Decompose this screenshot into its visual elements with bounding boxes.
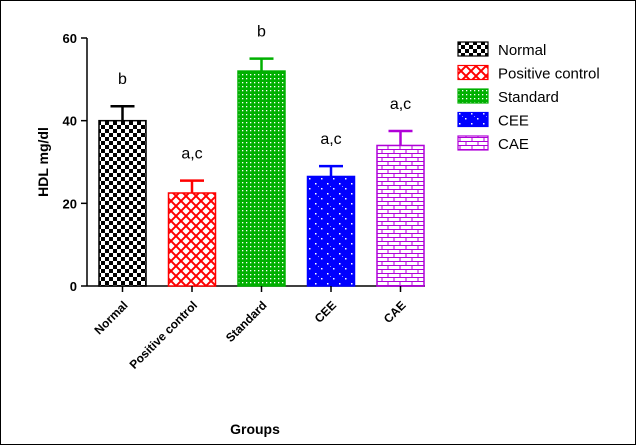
bar-normal xyxy=(98,119,147,287)
significance-label: b xyxy=(257,24,266,41)
legend-label: CAE xyxy=(498,136,529,153)
y-ticks: 0 20 40 60 xyxy=(63,31,87,294)
legend-label: Standard xyxy=(498,89,559,106)
significance-label: b xyxy=(118,71,127,88)
legend-swatch xyxy=(457,111,489,128)
legend: Normal Positive control Standard CEE CAE xyxy=(457,41,600,153)
bar-positive-control xyxy=(167,192,217,287)
legend-label: Positive control xyxy=(498,66,600,83)
x-tick-label: CAE xyxy=(381,298,409,326)
bar-standard xyxy=(237,70,286,287)
legend-swatch xyxy=(457,41,489,57)
x-tick-label: Normal xyxy=(91,298,130,337)
legend-label: CEE xyxy=(498,113,529,130)
legend-label: Normal xyxy=(498,42,546,59)
legend-swatch xyxy=(457,135,489,151)
significance-label: a,c xyxy=(320,131,341,148)
x-axis-title: Groups xyxy=(230,421,280,437)
bar-cae xyxy=(376,144,425,287)
bar-cee xyxy=(306,175,356,287)
x-tick-label: Positive control xyxy=(127,298,201,372)
bars: b a,c b a,c a,c xyxy=(98,24,425,287)
x-tick-label: Standard xyxy=(223,298,270,345)
legend-swatch xyxy=(457,64,489,81)
significance-label: a,c xyxy=(390,96,411,113)
y-tick-label: 20 xyxy=(63,196,77,211)
legend-swatch xyxy=(457,88,489,104)
y-tick-label: 60 xyxy=(63,31,77,46)
x-tick-label: CEE xyxy=(312,298,339,325)
y-tick-label: 0 xyxy=(70,279,77,294)
significance-label: a,c xyxy=(181,146,202,163)
y-tick-label: 40 xyxy=(63,114,77,129)
y-axis-title: HDL mg/dl xyxy=(35,127,51,197)
